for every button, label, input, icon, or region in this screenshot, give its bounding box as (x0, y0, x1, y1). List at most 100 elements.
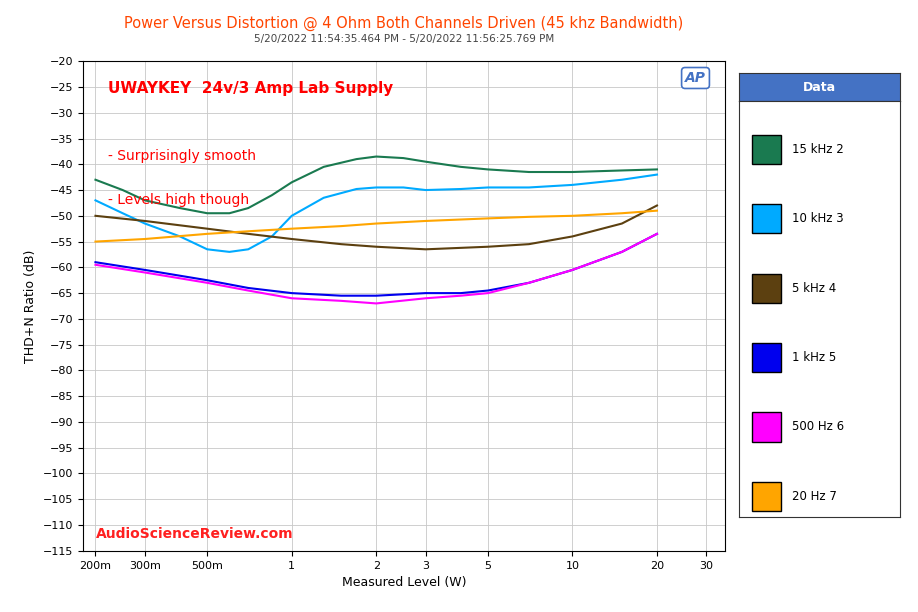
10 kHz 3 (420, 187, 431, 194)
10 kHz 3 (567, 181, 578, 188)
20 Hz 7 (202, 230, 213, 237)
500 Hz 6 (202, 279, 213, 286)
20 Hz 7 (523, 213, 534, 220)
500 Hz 6 (420, 294, 431, 302)
5 kHz 4 (286, 236, 297, 243)
15 kHz 2 (652, 166, 663, 173)
Line: 1 kHz 5: 1 kHz 5 (95, 234, 657, 296)
1 kHz 5 (616, 248, 627, 256)
Text: 5/20/2022 11:54:35.464 PM - 5/20/2022 11:56:25.769 PM: 5/20/2022 11:54:35.464 PM - 5/20/2022 11… (253, 34, 554, 43)
10 kHz 3 (202, 245, 213, 253)
10 kHz 3 (90, 196, 101, 204)
1 kHz 5 (371, 292, 382, 299)
500 Hz 6 (616, 248, 627, 256)
Text: 500 Hz 6: 500 Hz 6 (792, 420, 845, 433)
Text: AP: AP (685, 71, 706, 85)
500 Hz 6 (242, 287, 253, 294)
15 kHz 2 (140, 196, 151, 204)
5 kHz 4 (90, 212, 101, 220)
1 kHz 5 (336, 292, 347, 299)
Text: 1 kHz 5: 1 kHz 5 (792, 351, 836, 364)
500 Hz 6 (140, 269, 151, 276)
FancyBboxPatch shape (752, 274, 781, 303)
20 Hz 7 (483, 215, 494, 222)
5 kHz 4 (652, 202, 663, 209)
20 Hz 7 (567, 212, 578, 220)
FancyBboxPatch shape (752, 343, 781, 372)
1 kHz 5 (242, 285, 253, 292)
15 kHz 2 (616, 167, 627, 174)
15 kHz 2 (351, 155, 362, 163)
500 Hz 6 (371, 300, 382, 307)
Line: 5 kHz 4: 5 kHz 4 (95, 206, 657, 249)
Text: - Surprisingly smooth: - Surprisingly smooth (108, 149, 256, 163)
10 kHz 3 (286, 212, 297, 220)
Line: 15 kHz 2: 15 kHz 2 (95, 157, 657, 213)
1 kHz 5 (567, 266, 578, 274)
15 kHz 2 (397, 154, 409, 162)
FancyBboxPatch shape (752, 204, 781, 233)
20 Hz 7 (242, 228, 253, 235)
15 kHz 2 (202, 209, 213, 217)
20 Hz 7 (371, 220, 382, 227)
15 kHz 2 (286, 179, 297, 186)
20 Hz 7 (336, 222, 347, 230)
Text: 5 kHz 4: 5 kHz 4 (792, 282, 836, 295)
15 kHz 2 (319, 163, 330, 171)
10 kHz 3 (455, 185, 466, 193)
Text: 10 kHz 3: 10 kHz 3 (792, 212, 844, 225)
1 kHz 5 (202, 277, 213, 284)
20 Hz 7 (652, 207, 663, 214)
15 kHz 2 (483, 166, 494, 173)
500 Hz 6 (455, 292, 466, 299)
1 kHz 5 (455, 289, 466, 297)
1 kHz 5 (523, 279, 534, 286)
500 Hz 6 (567, 266, 578, 274)
5 kHz 4 (420, 245, 431, 253)
15 kHz 2 (371, 153, 382, 160)
Text: Power Versus Distortion @ 4 Ohm Both Channels Driven (45 khz Bandwidth): Power Versus Distortion @ 4 Ohm Both Cha… (124, 15, 684, 31)
15 kHz 2 (420, 158, 431, 165)
1 kHz 5 (420, 289, 431, 297)
FancyBboxPatch shape (752, 482, 781, 511)
15 kHz 2 (90, 176, 101, 184)
10 kHz 3 (616, 176, 627, 184)
5 kHz 4 (202, 225, 213, 233)
5 kHz 4 (336, 241, 347, 248)
500 Hz 6 (483, 289, 494, 297)
Line: 10 kHz 3: 10 kHz 3 (95, 174, 657, 252)
Text: AudioScienceReview.com: AudioScienceReview.com (95, 527, 293, 541)
10 kHz 3 (319, 194, 330, 201)
Text: 20 Hz 7: 20 Hz 7 (792, 490, 837, 503)
5 kHz 4 (567, 233, 578, 240)
15 kHz 2 (224, 209, 235, 217)
15 kHz 2 (523, 168, 534, 176)
500 Hz 6 (523, 279, 534, 286)
10 kHz 3 (397, 184, 409, 191)
Y-axis label: THD+N Ratio (dB): THD+N Ratio (dB) (24, 249, 37, 363)
15 kHz 2 (567, 168, 578, 176)
20 Hz 7 (616, 209, 627, 217)
500 Hz 6 (652, 230, 663, 237)
1 kHz 5 (652, 230, 663, 237)
500 Hz 6 (90, 261, 101, 269)
10 kHz 3 (351, 185, 362, 193)
5 kHz 4 (371, 243, 382, 250)
Text: 15 kHz 2: 15 kHz 2 (792, 143, 844, 156)
5 kHz 4 (242, 230, 253, 237)
10 kHz 3 (483, 184, 494, 191)
10 kHz 3 (242, 245, 253, 253)
Text: UWAYKEY  24v/3 Amp Lab Supply: UWAYKEY 24v/3 Amp Lab Supply (108, 81, 394, 96)
10 kHz 3 (140, 220, 151, 227)
5 kHz 4 (140, 217, 151, 225)
20 Hz 7 (286, 225, 297, 233)
10 kHz 3 (174, 233, 185, 240)
20 Hz 7 (420, 217, 431, 225)
1 kHz 5 (140, 266, 151, 274)
FancyBboxPatch shape (752, 412, 781, 441)
FancyBboxPatch shape (752, 135, 781, 164)
1 kHz 5 (286, 289, 297, 297)
20 Hz 7 (90, 238, 101, 245)
5 kHz 4 (483, 243, 494, 250)
Text: Data: Data (802, 81, 836, 94)
